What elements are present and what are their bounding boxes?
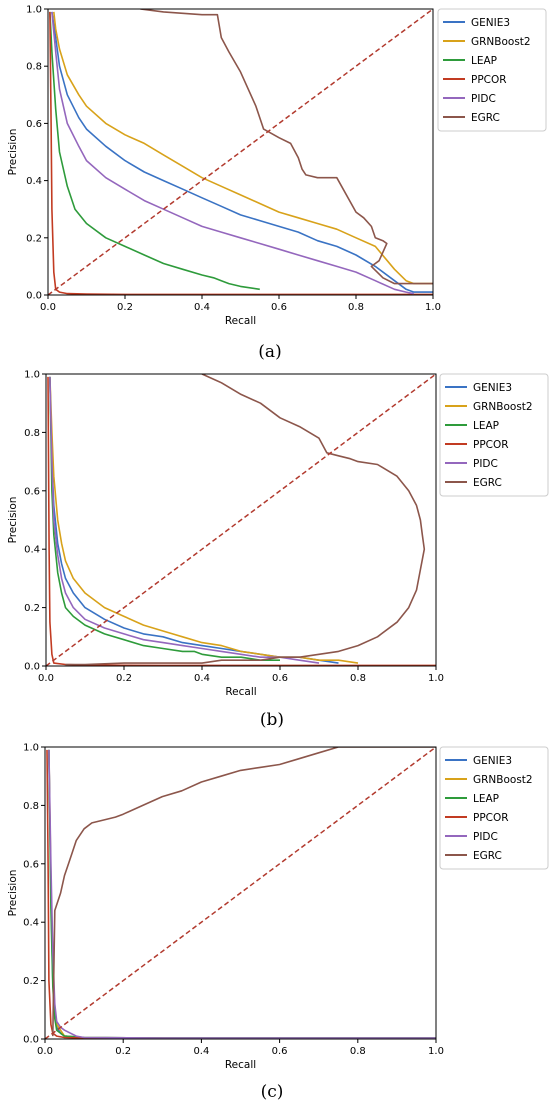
y-axis-label: Precision — [7, 129, 19, 176]
x-tick-label: 0.8 — [350, 673, 366, 684]
y-axis-label: Precision — [7, 870, 19, 917]
legend-box — [439, 373, 549, 497]
series-group — [45, 747, 436, 1039]
plot-frame — [44, 746, 437, 1040]
x-axis-label: Recall — [225, 686, 256, 698]
y-tick-label: 0.6 — [23, 859, 39, 870]
legend-label-pidc: PIDC — [473, 831, 498, 843]
x-tick-label: 0.0 — [37, 1046, 53, 1057]
x-tick-label: 0.0 — [38, 673, 54, 684]
legend: GENIE3 GRNBoost2 LEAP PPCOR PIDC EGRC — [439, 373, 549, 497]
legend-label-pidc: PIDC — [473, 458, 498, 470]
x-tick-label: 0.2 — [116, 673, 132, 684]
series-line-egrc — [65, 374, 426, 666]
y-tick-label: 0.4 — [24, 545, 40, 556]
legend-label-egrc: EGRC — [471, 112, 500, 124]
plot-frame — [45, 373, 437, 667]
legend-label-egrc: EGRC — [473, 477, 502, 489]
series-line-genie3 — [51, 11, 433, 293]
x-tick-label: 1.0 — [428, 1046, 444, 1057]
y-axis-label: Precision — [7, 497, 19, 544]
x-tick-label: 0.8 — [348, 302, 364, 313]
legend: GENIE3 GRNBoost2 LEAP PPCOR PIDC EGRC — [439, 746, 549, 870]
x-tick-label: 1.0 — [425, 302, 441, 313]
legend-label-grnboost2: GRNBoost2 — [473, 774, 533, 786]
y-tick-label: 0.2 — [24, 603, 40, 614]
legend-label-leap: LEAP — [473, 420, 499, 432]
plot-frame — [47, 8, 434, 296]
x-tick-label: 0.6 — [272, 1046, 288, 1057]
x-tick-label: 0.4 — [194, 302, 210, 313]
x-tick-label: 1.0 — [428, 673, 444, 684]
x-tick-label: 0.2 — [117, 302, 133, 313]
x-axis-label: Recall — [225, 315, 256, 327]
panel-label: (a) — [258, 342, 281, 362]
legend-label-egrc: EGRC — [473, 850, 502, 862]
series-group — [46, 374, 436, 666]
y-tick-label: 1.0 — [26, 5, 42, 16]
legend-label-ppcor: PPCOR — [471, 74, 507, 86]
y-tick-label: 0.2 — [23, 976, 39, 987]
panel-label: (b) — [260, 710, 284, 730]
chart-panel-2: 0.0 0.2 0.4 0.6 0.8 1.0 0.0 0.2 0.4 0.6 0.8 1.0 Reca… — [7, 370, 549, 730]
legend-label-ppcor: PPCOR — [473, 439, 509, 451]
legend-label-ppcor: PPCOR — [473, 812, 509, 824]
x-tick-label: 0.8 — [350, 1046, 366, 1057]
series-line-pidc — [49, 376, 320, 664]
x-tick-label: 0.4 — [193, 1046, 209, 1057]
legend-label-genie3: GENIE3 — [473, 382, 512, 394]
chart-panel-3: 0.0 0.2 0.4 0.6 0.8 1.0 0.0 0.2 0.4 0.6 0.8 1.0 Reca… — [7, 743, 549, 1102]
y-tick-label: 1.0 — [23, 743, 39, 754]
series-line-grnboost2 — [53, 11, 433, 285]
y-tick-label: 0.8 — [24, 428, 40, 439]
x-tick-label: 0.0 — [40, 302, 56, 313]
y-tick-label: 0.0 — [23, 1035, 39, 1046]
legend-box — [439, 746, 549, 870]
x-tick-label: 0.4 — [194, 673, 210, 684]
legend-box — [437, 8, 547, 132]
legend-label-pidc: PIDC — [471, 93, 496, 105]
y-tick-label: 0.4 — [26, 176, 42, 187]
x-tick-label: 0.6 — [271, 302, 287, 313]
y-tick-label: 0.4 — [23, 918, 39, 929]
series-line-egrc — [140, 9, 433, 285]
y-tick-label: 0.2 — [26, 233, 42, 244]
diagonal-reference-line — [45, 747, 436, 1039]
diagonal-reference-line — [46, 374, 436, 666]
series-line-ppcor — [49, 11, 433, 295]
y-tick-label: 0.0 — [26, 291, 42, 302]
y-tick-label: 0.6 — [26, 119, 42, 130]
legend-label-leap: LEAP — [471, 55, 497, 67]
series-line-egrc — [52, 747, 436, 1037]
legend-label-genie3: GENIE3 — [471, 17, 510, 29]
legend: GENIE3 GRNBoost2 LEAP PPCOR PIDC EGRC — [437, 8, 547, 132]
x-tick-label: 0.2 — [115, 1046, 131, 1057]
y-tick-label: 0.6 — [24, 486, 40, 497]
x-tick-label: 0.6 — [272, 673, 288, 684]
chart-panel-1: 0.0 0.2 0.4 0.6 0.8 1.0 0.0 0.2 0.4 0.6 0.8 1.0 Reca… — [7, 5, 547, 362]
panel-label: (c) — [261, 1082, 284, 1102]
x-axis-label: Recall — [225, 1059, 256, 1071]
series-line-pidc — [51, 11, 414, 295]
series-line-leap — [49, 11, 260, 291]
series-line-pidc — [48, 749, 436, 1039]
y-tick-label: 1.0 — [24, 370, 40, 381]
series-group — [48, 9, 433, 295]
legend-label-genie3: GENIE3 — [473, 755, 512, 767]
y-tick-label: 0.0 — [24, 662, 40, 673]
series-line-leap — [49, 376, 280, 662]
y-tick-label: 0.8 — [26, 62, 42, 73]
legend-label-grnboost2: GRNBoost2 — [473, 401, 533, 413]
y-tick-label: 0.8 — [23, 801, 39, 812]
legend-label-grnboost2: GRNBoost2 — [471, 36, 531, 48]
legend-label-leap: LEAP — [473, 793, 499, 805]
